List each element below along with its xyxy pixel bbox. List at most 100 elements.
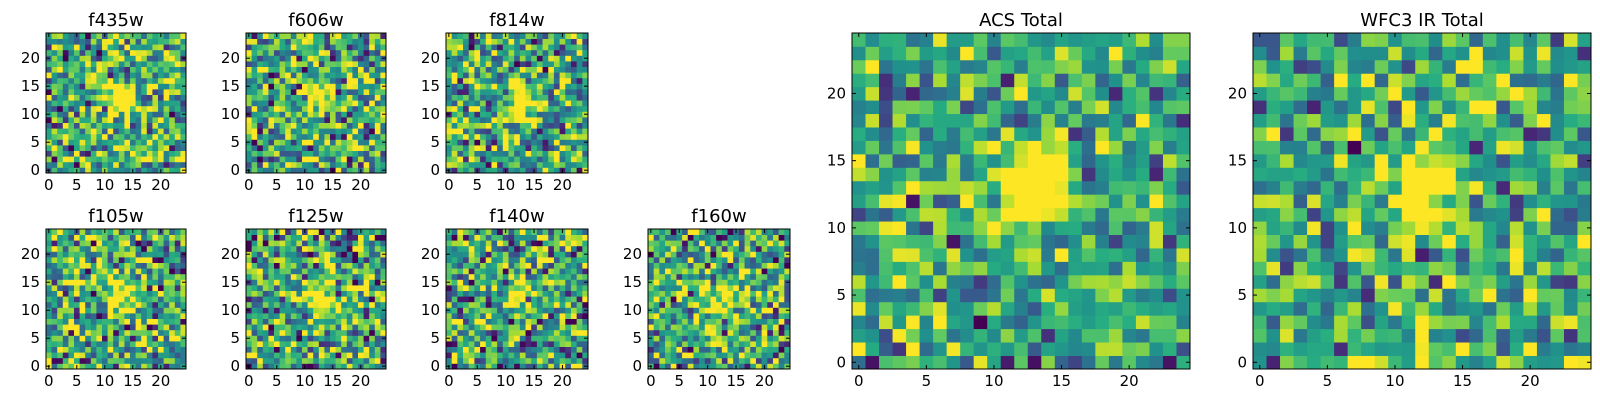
heatmap-cell — [107, 117, 114, 123]
heatmap-cell — [135, 61, 142, 67]
heatmap-cell — [124, 329, 131, 336]
heatmap-cell — [124, 167, 131, 174]
heatmap-cell — [313, 229, 320, 235]
heatmap-cell — [85, 262, 92, 269]
heatmap-cell — [62, 100, 69, 107]
heatmap-cell — [519, 352, 526, 359]
heatmap-cell — [1095, 221, 1110, 235]
heatmap-cell — [514, 251, 521, 258]
heatmap-cell — [135, 44, 142, 51]
heatmap-cell — [324, 83, 331, 90]
heatmap-cell — [497, 234, 504, 241]
heatmap-cell — [536, 105, 543, 112]
heatmap-cell — [74, 83, 80, 90]
heatmap-cell — [468, 38, 475, 45]
heatmap-cell — [525, 156, 532, 163]
heatmap-cell — [960, 248, 975, 262]
heatmap-cell — [163, 363, 170, 370]
heatmap-cell — [57, 55, 64, 62]
heatmap-cell — [313, 94, 320, 101]
heatmap-cell — [174, 77, 181, 84]
heatmap-cell — [474, 100, 481, 107]
heatmap-cell — [163, 33, 170, 39]
heatmap-cell — [570, 346, 578, 353]
heatmap-cell — [491, 285, 498, 291]
heatmap-cell — [485, 318, 492, 325]
heatmap-cell — [79, 268, 86, 275]
heatmap-cell — [772, 285, 780, 291]
heatmap-cell — [721, 307, 728, 314]
heatmap-cell — [158, 94, 164, 101]
heatmap-cell — [491, 161, 498, 168]
heatmap-cell — [68, 245, 75, 252]
heatmap-cell — [960, 315, 975, 330]
heatmap-cell — [973, 274, 988, 289]
heatmap-cell — [302, 100, 308, 107]
heatmap-cell — [102, 150, 108, 157]
heatmap-cell — [565, 83, 572, 90]
heatmap-cell — [380, 290, 387, 297]
heatmap-cell — [358, 341, 364, 347]
heatmap-cell — [733, 318, 740, 325]
heatmap-cell — [324, 324, 331, 331]
heatmap-cell — [318, 100, 325, 107]
heatmap-cell — [485, 150, 492, 157]
heatmap-cell — [1162, 342, 1177, 356]
heatmap-cell — [135, 117, 142, 123]
heatmap-cell — [346, 245, 353, 252]
heatmap-cell — [1176, 180, 1191, 195]
heatmap-cell — [169, 128, 176, 135]
heatmap-cell — [163, 301, 170, 308]
heatmap-cell — [158, 262, 164, 269]
heatmap-cell — [68, 133, 75, 140]
heatmap-cell — [57, 307, 64, 314]
heatmap-cell — [279, 301, 286, 308]
heatmap-cell — [324, 139, 331, 146]
heatmap-cell — [772, 329, 780, 336]
heatmap-cell — [68, 156, 75, 163]
heatmap-cell — [307, 49, 314, 56]
heatmap-cell — [463, 133, 470, 140]
heatmap-cell — [290, 156, 297, 163]
heatmap-cell — [559, 128, 566, 135]
heatmap-cell — [468, 301, 475, 308]
heatmap-cell — [446, 72, 453, 79]
heatmap-cell — [285, 363, 292, 370]
heatmap-cell — [374, 105, 381, 112]
heatmap-cell — [491, 262, 498, 269]
heatmap-cell — [446, 313, 453, 319]
heatmap-cell — [290, 324, 297, 331]
heatmap-cell — [262, 72, 269, 79]
heatmap-cell — [699, 352, 706, 359]
heatmap-cell — [451, 268, 458, 275]
heatmap-cell — [330, 245, 336, 252]
heatmap-cell — [130, 318, 136, 325]
heatmap-cell — [107, 44, 114, 51]
heatmap-cell — [290, 33, 297, 39]
heatmap-cell — [107, 94, 114, 101]
heatmap-cell — [57, 234, 64, 241]
heatmap-cell — [279, 111, 286, 118]
heatmap-cell — [548, 279, 555, 286]
heatmap-cell — [307, 245, 314, 252]
heatmap-cell — [163, 307, 170, 314]
heatmap-cell — [346, 262, 353, 269]
heatmap-cell — [457, 240, 464, 247]
heatmap-cell — [285, 234, 292, 241]
heatmap-cell — [485, 44, 492, 51]
y-tick-label: 15 — [21, 77, 40, 95]
heatmap-cell — [251, 150, 258, 157]
x-tick-label: 0 — [44, 176, 54, 194]
heatmap-cell — [107, 83, 114, 90]
heatmap-cell — [491, 133, 498, 140]
heatmap-cell — [446, 268, 453, 275]
heatmap-cell — [463, 357, 470, 364]
heatmap-cell — [1027, 207, 1042, 222]
heatmap-cell — [90, 234, 97, 241]
heatmap-cell — [262, 234, 269, 241]
heatmap-cell — [653, 301, 660, 308]
heatmap-cell — [457, 161, 464, 168]
heatmap-cell — [576, 240, 583, 247]
heatmap-cell — [96, 122, 103, 129]
heatmap-cell — [468, 161, 475, 168]
